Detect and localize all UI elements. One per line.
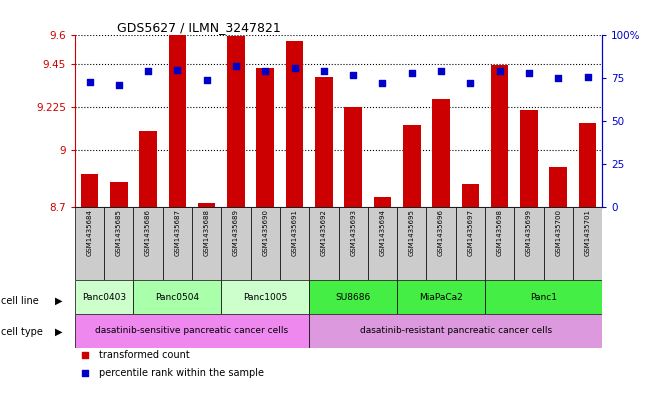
Text: GSM1435688: GSM1435688	[204, 209, 210, 256]
Bar	[315, 77, 333, 207]
Bar	[280, 207, 309, 280]
Text: ▶: ▶	[55, 296, 63, 306]
Bar	[339, 207, 368, 280]
Text: GSM1435691: GSM1435691	[292, 209, 298, 256]
Bar	[514, 207, 544, 280]
Text: GSM1435698: GSM1435698	[497, 209, 503, 256]
Bar	[81, 174, 98, 207]
Bar	[456, 207, 485, 280]
Point	[465, 80, 476, 86]
Text: MiaPaCa2: MiaPaCa2	[419, 292, 463, 301]
Text: Panc0403: Panc0403	[82, 292, 126, 301]
Bar	[397, 207, 426, 280]
Point	[143, 68, 154, 75]
Text: Panc1005: Panc1005	[243, 292, 287, 301]
Text: GSM1435696: GSM1435696	[438, 209, 444, 256]
Bar	[133, 280, 221, 314]
Bar	[549, 167, 567, 207]
Bar	[221, 207, 251, 280]
Bar	[491, 65, 508, 207]
Bar	[485, 280, 602, 314]
Point	[260, 68, 271, 75]
Text: GSM1435697: GSM1435697	[467, 209, 473, 256]
Bar	[544, 207, 573, 280]
Point	[202, 77, 212, 83]
Text: percentile rank within the sample: percentile rank within the sample	[98, 369, 264, 378]
Bar	[344, 107, 362, 207]
Point	[348, 72, 358, 78]
Text: GSM1435685: GSM1435685	[116, 209, 122, 256]
Bar	[227, 36, 245, 207]
Text: GSM1435699: GSM1435699	[526, 209, 532, 256]
Bar	[169, 35, 186, 207]
Text: GSM1435693: GSM1435693	[350, 209, 356, 256]
Bar	[192, 207, 221, 280]
Point	[553, 75, 564, 81]
Text: cell type: cell type	[1, 327, 43, 337]
Text: transformed count: transformed count	[98, 350, 189, 360]
Text: ▶: ▶	[55, 327, 63, 337]
Bar	[251, 207, 280, 280]
Point	[80, 352, 90, 358]
Bar	[75, 207, 104, 280]
Point	[406, 70, 417, 76]
Text: GSM1435700: GSM1435700	[555, 209, 561, 256]
Point	[85, 79, 95, 85]
Bar	[397, 280, 485, 314]
Point	[319, 68, 329, 75]
Text: GSM1435694: GSM1435694	[380, 209, 385, 256]
Point	[289, 65, 299, 71]
Bar	[110, 182, 128, 207]
Text: GSM1435701: GSM1435701	[585, 209, 590, 256]
Bar	[403, 125, 421, 207]
Bar	[286, 41, 303, 207]
Bar	[432, 99, 450, 207]
Point	[436, 68, 447, 75]
Text: SU8686: SU8686	[335, 292, 371, 301]
Bar	[163, 207, 192, 280]
Text: cell line: cell line	[1, 296, 39, 306]
Point	[173, 66, 183, 73]
Bar	[426, 207, 456, 280]
Bar	[75, 280, 133, 314]
Point	[523, 70, 534, 76]
Bar	[133, 207, 163, 280]
Bar	[462, 184, 479, 207]
Text: GDS5627 / ILMN_3247821: GDS5627 / ILMN_3247821	[117, 21, 281, 34]
Text: dasatinib-sensitive pancreatic cancer cells: dasatinib-sensitive pancreatic cancer ce…	[96, 326, 288, 335]
Point	[80, 370, 90, 376]
Bar	[104, 207, 133, 280]
Text: Panc1: Panc1	[530, 292, 557, 301]
Bar	[309, 314, 602, 347]
Bar	[309, 207, 339, 280]
Bar	[579, 123, 596, 207]
Text: GSM1435695: GSM1435695	[409, 209, 415, 256]
Point	[378, 80, 388, 86]
Text: Panc0504: Panc0504	[156, 292, 199, 301]
Point	[583, 73, 593, 80]
Point	[231, 63, 242, 69]
Text: GSM1435687: GSM1435687	[174, 209, 180, 256]
Text: GSM1435690: GSM1435690	[262, 209, 268, 256]
Point	[114, 82, 124, 88]
Bar	[368, 207, 397, 280]
Bar	[374, 197, 391, 207]
Bar	[520, 110, 538, 207]
Point	[495, 68, 505, 75]
Bar	[573, 207, 602, 280]
Text: GSM1435684: GSM1435684	[87, 209, 92, 256]
Bar	[221, 280, 309, 314]
Text: dasatinib-resistant pancreatic cancer cells: dasatinib-resistant pancreatic cancer ce…	[359, 326, 552, 335]
Bar	[309, 280, 397, 314]
Text: GSM1435692: GSM1435692	[321, 209, 327, 256]
Text: GSM1435686: GSM1435686	[145, 209, 151, 256]
Bar	[139, 130, 157, 207]
Bar	[256, 68, 274, 207]
Bar	[485, 207, 514, 280]
Text: GSM1435689: GSM1435689	[233, 209, 239, 256]
Bar	[75, 314, 309, 347]
Bar	[198, 203, 215, 207]
